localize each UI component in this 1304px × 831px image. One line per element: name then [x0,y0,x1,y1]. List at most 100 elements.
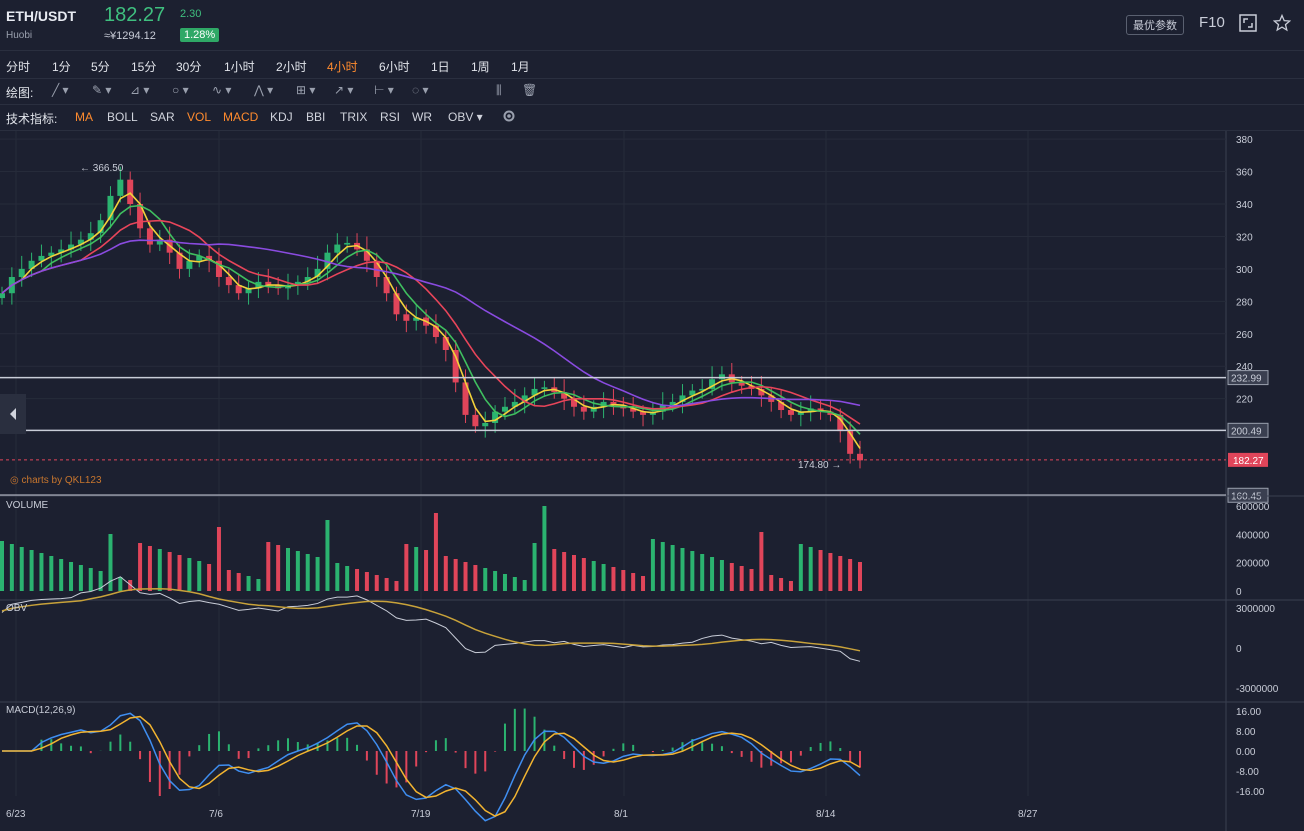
grid-tool-icon[interactable]: ⊞ ▾ [296,83,316,97]
interval-6[interactable]: 2小时 [276,60,307,74]
indicator-wr[interactable]: WR [412,110,432,124]
candle-body [847,431,854,454]
candle-body [0,293,5,299]
arrow-tool-icon[interactable]: ↗ ▾ [334,83,354,97]
macd-tick-label: 0.00 [1236,747,1256,758]
indicator-ma[interactable]: MA [75,110,93,124]
volume-tick-label: 400000 [1236,530,1270,541]
volume-bar [286,548,290,591]
indicator-kdj[interactable]: KDJ [270,110,293,124]
interval-10[interactable]: 1周 [471,60,490,74]
volume-bar [424,550,429,591]
candle-body [531,388,538,396]
volume-tick-label: 0 [1236,587,1242,598]
current-price-box [1228,452,1268,467]
last-price: 182.27 [104,4,166,26]
candle-body [758,388,765,396]
candle-body [640,411,647,415]
volume-bar [69,562,74,591]
volume-bar [236,573,241,591]
interval-7[interactable]: 4小时 [327,60,358,74]
candle-body [857,453,863,461]
volume-bar [394,581,399,591]
obv-tick-label: -3000000 [1236,684,1279,695]
volume-bar [719,560,724,591]
volume-bar [315,557,320,591]
interval-3[interactable]: 15分 [131,60,157,74]
symbol-title[interactable]: ETH/USDT [6,8,76,24]
interval-1[interactable]: 1分 [52,60,71,74]
interval-0[interactable]: 分时 [6,60,31,74]
comment-tool-icon[interactable]: ◌ ▾ [412,83,429,97]
candle-body [186,260,193,269]
candle-body [176,252,183,269]
ellipse-tool-icon[interactable]: ○ ▾ [172,83,189,97]
volume-bar [818,550,823,591]
obv-ma-line [1,587,861,652]
volume-bar [128,580,133,591]
candle-body [511,401,518,407]
price-change: 2.30 [180,8,202,20]
volume-bar [532,543,537,591]
volume-bar [660,542,665,591]
indicator-obv[interactable]: OBV ▾ [448,110,483,124]
candle-body [571,398,577,407]
volume-bar [562,552,567,591]
volume-bar [216,527,221,591]
channel-tool-icon[interactable]: ⊿ ▾ [130,83,150,97]
price-tick-label: 260 [1236,330,1253,341]
star-icon[interactable] [1272,13,1292,33]
pen-tool-icon[interactable]: ✎ ▾ [92,83,112,97]
line-tool-icon[interactable]: ╱ ▾ [52,83,69,97]
trash-icon[interactable]: 🗑 [522,83,538,97]
indicator-sar[interactable]: SAR [150,110,175,124]
interval-8[interactable]: 6小时 [379,60,410,74]
gear-icon[interactable] [502,109,516,126]
pattern-tool-icon[interactable]: ⋀ ▾ [254,83,274,97]
ma-short-line [1,192,861,449]
collapse-left-button[interactable] [0,394,26,434]
volume-bar [384,578,389,591]
volume-bar [601,564,606,591]
volume-bar [729,563,734,591]
cny-price: ≈¥1294.12 [104,30,156,42]
volume-bar [177,555,182,591]
measure-tool-icon[interactable]: ⊢ ▾ [374,83,394,97]
indicator-macd[interactable]: MACD [223,110,259,124]
macd-pane-title: MACD(12,26,9) [6,705,76,716]
chart-area[interactable]: 380 360 340 320 300 280 260 240 220 232.99 200.49 1… [0,131,1304,831]
candle-body [413,317,420,321]
ma-mid-line [1,204,861,435]
interval-2[interactable]: 5分 [91,60,110,74]
volume-pane-title: VOLUME [6,500,49,511]
indicator-bbi[interactable]: BBI [306,110,326,124]
f10-button[interactable]: F10 [1199,14,1225,31]
interval-11[interactable]: 1月 [511,60,530,74]
bars-tool-icon[interactable]: ⫼ [496,83,502,97]
wave-tool-icon[interactable]: ∿ ▾ [212,83,232,97]
interval-9[interactable]: 1日 [431,60,450,74]
obv-pane-title: OBV [6,603,28,614]
candle-body [383,277,390,294]
interval-5[interactable]: 1小时 [224,60,255,74]
indicator-rsi[interactable]: RSI [380,110,401,124]
volume-bar [19,547,24,591]
candle-body [797,411,804,415]
indicator-boll[interactable]: BOLL [107,110,138,124]
volume-bar [463,562,468,591]
best-params-button[interactable]: 最优参数 [1126,15,1184,35]
indicator-vol[interactable]: VOL [187,110,212,124]
interval-4[interactable]: 30分 [176,60,202,74]
candle-body [373,260,380,277]
volume-bar [512,577,517,591]
volume-bar [266,542,271,591]
fullscreen-icon[interactable] [1238,13,1258,33]
x-axis-label: 8/1 [614,809,628,820]
macd-dif-line [2,712,861,822]
candle-body [28,260,35,269]
volume-bar [522,580,527,591]
volume-bar [670,545,675,591]
indicator-trix[interactable]: TRIX [340,110,368,124]
volume-bar [788,581,793,591]
qkl-logo-icon: ◎ [10,475,22,486]
